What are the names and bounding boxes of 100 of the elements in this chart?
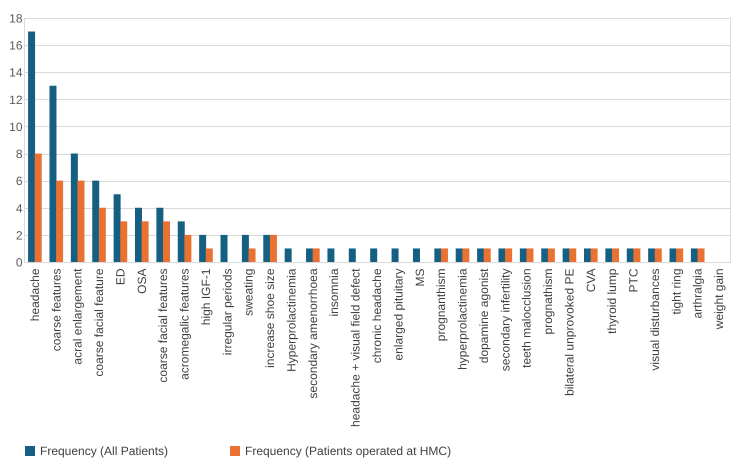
x-tick-label: PTC xyxy=(626,268,641,292)
x-tick-label: visual disturbances xyxy=(648,268,662,371)
x-tick-label: sweating xyxy=(242,268,256,316)
bar xyxy=(242,234,249,262)
bar xyxy=(605,248,612,262)
x-tick-label: coarse facial features xyxy=(156,268,170,383)
bar xyxy=(327,248,334,262)
legend-label: Frequency (All Patients) xyxy=(40,444,168,458)
bar xyxy=(498,248,506,262)
bar xyxy=(284,248,292,262)
bar xyxy=(562,248,570,262)
bar xyxy=(626,248,634,262)
bar xyxy=(70,154,78,262)
bar xyxy=(412,248,420,262)
x-tick-label: acral enlargement xyxy=(70,268,85,365)
y-tick-label: 6 xyxy=(16,174,23,188)
bar xyxy=(49,86,56,262)
bar xyxy=(520,248,527,262)
bar xyxy=(270,234,277,262)
bar xyxy=(505,248,512,262)
bar xyxy=(477,248,484,262)
bar xyxy=(526,248,534,262)
x-tick-label: high IGF-1 xyxy=(198,268,213,326)
y-tick-label: 0 xyxy=(16,256,23,270)
x-tick-label: dopamine agonist xyxy=(476,268,491,364)
bar xyxy=(77,180,84,262)
bar xyxy=(134,208,142,262)
x-tick-label: headache + visual field defect xyxy=(348,268,363,427)
x-tick-label: CVA xyxy=(584,268,598,292)
bar xyxy=(612,248,620,262)
y-tick-label: 4 xyxy=(16,201,23,216)
y-tick-label: 2 xyxy=(16,228,23,242)
x-tick-label: weight gain xyxy=(712,268,726,330)
bar xyxy=(698,248,705,262)
bar xyxy=(56,180,64,262)
x-tick-label: tight ring xyxy=(669,268,684,315)
legend-label: Frequency (Patients operated at HMC) xyxy=(245,444,452,458)
bar xyxy=(142,221,149,262)
bar xyxy=(348,248,356,262)
bar xyxy=(648,248,656,262)
x-tick-label: teeth malocclusion xyxy=(520,268,534,368)
x-tick-label: MS xyxy=(412,268,427,286)
bar xyxy=(263,234,270,262)
x-tick-label: coarse features xyxy=(49,268,64,352)
y-tick-label: 14 xyxy=(9,66,23,80)
x-tick-label: coarse facial feature xyxy=(92,268,106,377)
x-tick-label: prognathism xyxy=(541,268,556,335)
bar xyxy=(156,208,164,262)
x-tick-label: ED xyxy=(113,268,128,286)
bar xyxy=(676,248,684,262)
bar xyxy=(654,248,662,262)
x-tick-label: insomnia xyxy=(327,268,342,317)
bar xyxy=(312,248,320,262)
bar xyxy=(541,248,548,262)
bar xyxy=(98,208,106,262)
bar xyxy=(440,248,448,262)
bar xyxy=(114,194,121,262)
x-tick-label: secondary infertility xyxy=(498,268,512,372)
bar xyxy=(484,248,491,262)
bar xyxy=(670,248,677,262)
x-tick-label: hyperprolactinemia xyxy=(456,268,470,370)
x-tick-label: Hyperprolactinemia xyxy=(284,268,298,372)
x-tick-label: headache xyxy=(28,268,42,322)
bar xyxy=(633,248,640,262)
bar xyxy=(462,248,470,262)
bar xyxy=(184,234,192,262)
y-tick-label: 12 xyxy=(9,92,23,107)
bar xyxy=(199,234,206,262)
bar xyxy=(34,154,42,262)
x-tick-label: arthralgia xyxy=(690,268,705,319)
x-tick-label: increase shoe size xyxy=(263,268,278,368)
y-tick-label: 10 xyxy=(9,120,23,134)
bar xyxy=(163,221,170,262)
y-tick-label: 18 xyxy=(9,12,23,26)
bar xyxy=(590,248,598,262)
x-tick-label: chronic headache xyxy=(370,268,384,364)
bar xyxy=(434,248,442,262)
bar xyxy=(690,248,698,262)
y-tick-label: 16 xyxy=(9,38,23,53)
x-tick-label: irregular periods xyxy=(220,268,234,356)
bar xyxy=(548,248,555,262)
bar xyxy=(392,248,399,262)
bar xyxy=(370,248,378,262)
bar xyxy=(306,248,314,262)
bar xyxy=(456,248,463,262)
x-tick-label: thyroid lump xyxy=(605,268,620,334)
bar xyxy=(220,234,228,262)
x-tick-label: acromegalic features xyxy=(178,268,192,380)
x-tick-label: bilateral unprovoked PE xyxy=(562,268,576,396)
bar xyxy=(178,221,185,262)
bar xyxy=(120,221,128,262)
x-tick-label: OSA xyxy=(134,268,149,294)
x-tick-label: secondary amenorrhoea xyxy=(306,268,320,399)
bar xyxy=(569,248,576,262)
x-tick-label: enlarged pituitary xyxy=(391,268,406,361)
bar xyxy=(206,248,213,262)
bar xyxy=(92,180,100,262)
x-tick-label: prognanthism xyxy=(434,268,448,342)
bar xyxy=(584,248,591,262)
bar xyxy=(248,248,256,262)
